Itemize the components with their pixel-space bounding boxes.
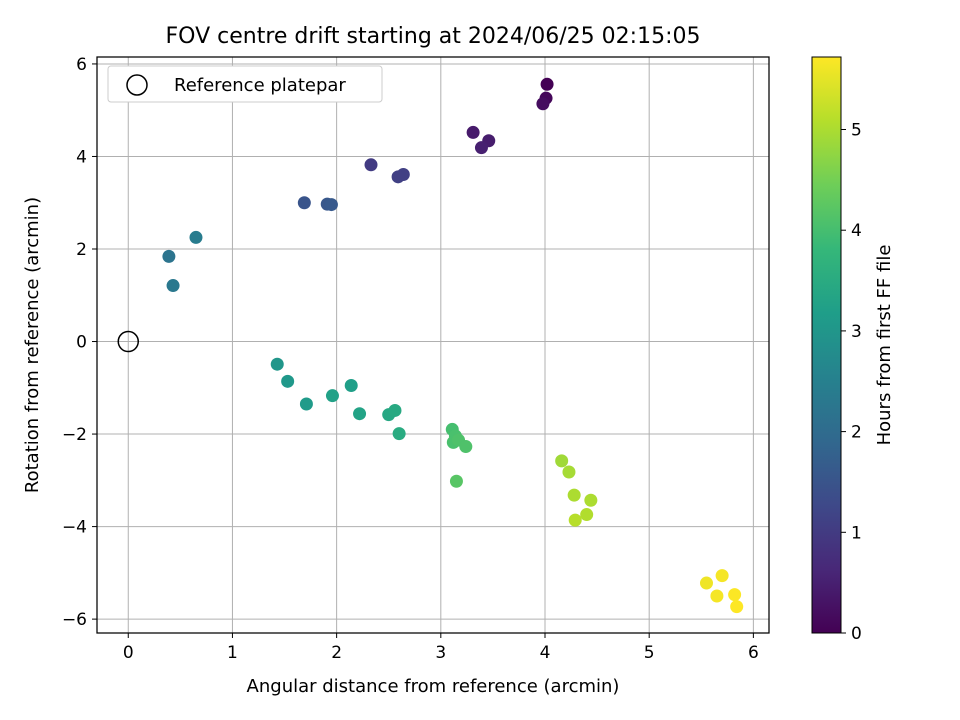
data-point	[325, 389, 339, 403]
data-point	[568, 513, 582, 527]
grid-lines	[97, 57, 769, 633]
reference-platepar-marker	[117, 330, 140, 353]
colorbar-tick-label: 2	[851, 423, 862, 443]
data-point	[699, 576, 713, 590]
colorbar-tick-label: 4	[851, 221, 862, 241]
reference-marker-layer	[117, 330, 140, 353]
data-point	[580, 508, 594, 522]
data-point	[344, 378, 358, 392]
y-axis-ticks: −6 −4 −2 0 2 4 6	[62, 55, 97, 630]
y-tick-label: 2	[76, 240, 87, 260]
chart-title: FOV centre drift starting at 2024/06/25 …	[166, 24, 701, 49]
data-point	[189, 230, 203, 244]
legend-box	[107, 65, 383, 103]
data-point	[299, 397, 313, 411]
data-point	[466, 125, 480, 139]
legend-label: Reference platepar	[174, 75, 346, 96]
data-point	[353, 407, 367, 421]
x-tick-label: 0	[123, 643, 134, 663]
data-point	[459, 440, 473, 454]
y-tick-label: 0	[76, 333, 87, 353]
data-point	[730, 600, 744, 614]
data-point	[728, 588, 742, 602]
x-tick-label: 5	[644, 643, 655, 663]
x-tick-label: 2	[331, 643, 342, 663]
data-point	[392, 427, 406, 441]
data-point	[584, 493, 598, 507]
data-point	[388, 403, 402, 417]
colorbar-tick-label: 5	[851, 121, 862, 141]
data-point	[555, 454, 569, 468]
data-point	[391, 170, 405, 184]
x-tick-label: 6	[748, 643, 759, 663]
data-point	[710, 589, 724, 603]
x-axis-ticks: 0 1 2 3 4 5 6	[123, 633, 759, 663]
y-tick-label: −4	[62, 518, 87, 538]
colorbar-label: Hours from first FF file	[874, 245, 895, 446]
data-point	[536, 97, 550, 111]
data-point	[567, 488, 581, 502]
data-point	[324, 198, 338, 212]
data-point	[162, 249, 176, 263]
plot-frame	[96, 56, 770, 634]
data-point	[449, 474, 463, 488]
data-point	[562, 465, 576, 479]
y-tick-label: −2	[62, 425, 87, 445]
data-point	[270, 357, 284, 371]
data-point	[297, 196, 311, 210]
y-tick-label: −6	[62, 610, 87, 630]
legend-marker-circle-icon	[126, 74, 148, 96]
data-point	[281, 374, 295, 388]
colorbar-ticks: 0 1 2 3 4 5	[841, 121, 862, 644]
data-point	[166, 279, 180, 293]
data-point	[540, 77, 554, 91]
x-axis-label: Angular distance from reference (arcmin)	[247, 676, 620, 697]
legend: Reference platepar	[107, 65, 383, 103]
y-tick-label: 4	[76, 147, 87, 167]
colorbar-tick-label: 0	[851, 624, 862, 644]
colorbar-gradient	[811, 56, 842, 634]
data-points	[162, 77, 744, 614]
x-tick-label: 4	[540, 643, 551, 663]
data-point	[364, 158, 378, 172]
data-point	[715, 569, 729, 583]
data-point	[474, 141, 488, 155]
x-tick-label: 1	[227, 643, 238, 663]
x-tick-label: 3	[435, 643, 446, 663]
colorbar-tick-label: 1	[851, 523, 862, 543]
colorbar: 0 1 2 3 4 5 Hours from first FF file	[811, 56, 895, 644]
y-tick-label: 6	[76, 55, 87, 75]
colorbar-tick-label: 3	[851, 322, 862, 342]
y-axis-label: Rotation from reference (arcmin)	[22, 197, 43, 493]
